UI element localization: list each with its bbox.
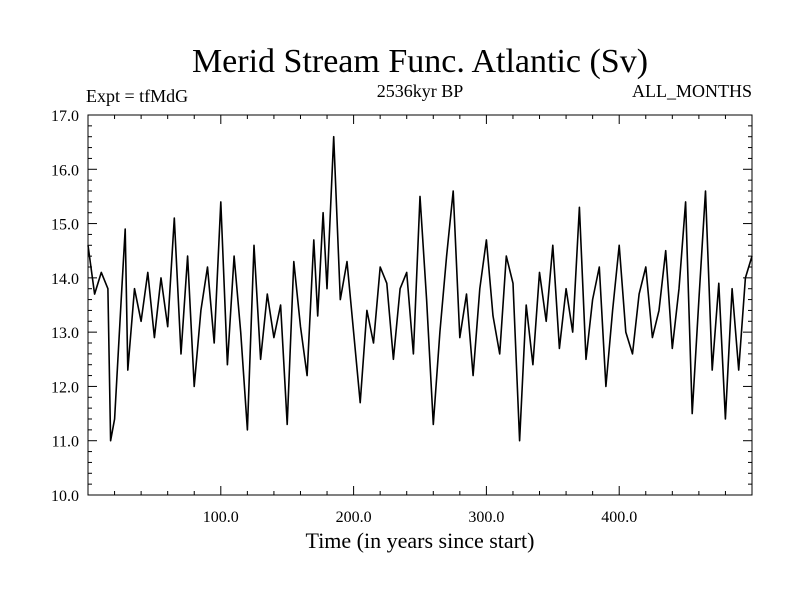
series-line — [87, 135, 753, 442]
months-label: ALL_MONTHS — [632, 81, 752, 101]
y-tick-label: 16.0 — [51, 162, 79, 179]
experiment-label: Expt = tfMdG — [86, 86, 188, 106]
y-tick-label: 11.0 — [52, 434, 79, 451]
plot-frame — [87, 114, 753, 496]
y-tick-label: 17.0 — [51, 108, 79, 125]
x-tick-label: 100.0 — [203, 509, 239, 526]
chart-title: Merid Stream Func. Atlantic (Sv) — [192, 43, 648, 80]
x-tick-label: 300.0 — [468, 509, 504, 526]
axis-ticks: 10.0 11.0 12.0 13.0 14.0 15.0 16.0 17.0 100.0 200… — [51, 108, 752, 526]
y-tick-label: 13.0 — [51, 325, 79, 342]
y-tick-label: 12.0 — [51, 379, 79, 396]
period-label: 2536kyr BP — [377, 81, 464, 101]
plot-area — [87, 135, 753, 442]
x-tick-label: 400.0 — [601, 509, 637, 526]
y-tick-label: 14.0 — [51, 271, 79, 288]
y-tick-label: 15.0 — [51, 217, 79, 234]
x-axis-label: Time (in years since start) — [306, 528, 535, 553]
y-tick-label: 10.0 — [51, 488, 79, 505]
x-tick-label: 200.0 — [336, 509, 372, 526]
